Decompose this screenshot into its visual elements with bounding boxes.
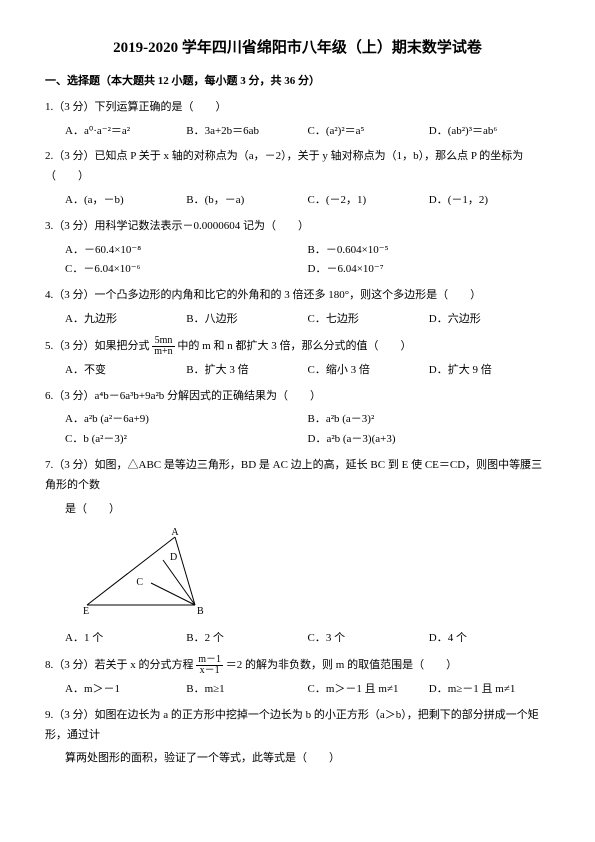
option-c: C．缩小 3 倍 [308, 361, 429, 381]
option-a: A．a²b (a²－6a+9) [65, 410, 308, 430]
option-c: C．m＞－1 且 m≠1 [308, 680, 429, 700]
option-b: B．扩大 3 倍 [186, 361, 307, 381]
option-d: D．a²b (a－3)(a+3) [308, 430, 551, 450]
options: A．(a，－b) B．(b，－a) C．(－2，1) D．(－1，2) [45, 191, 550, 211]
option-b: B．八边形 [186, 310, 307, 330]
q8-pre: 8.（3 分）若关于 x 的分式方程 [45, 659, 196, 671]
question-1: 1.（3 分）下列运算正确的是（ ） A．a⁰·a⁻²＝a² B．3a+2b＝6… [45, 98, 550, 142]
question-9: 9.（3 分）如图在边长为 a 的正方形中挖掉一个边长为 b 的小正方形（a＞b… [45, 706, 550, 769]
label-b: B [197, 606, 204, 617]
triangle-svg: A B C D E [75, 527, 240, 617]
question-text: 2.（3 分）已知点 P 关于 x 轴的对称点为（a，－2），关于 y 轴对称点… [45, 147, 550, 187]
question-text: 9.（3 分）如图在边长为 a 的正方形中挖掉一个边长为 b 的小正方形（a＞b… [45, 706, 550, 746]
option-b: B．－0.604×10⁻⁵ [308, 241, 551, 261]
question-2: 2.（3 分）已知点 P 关于 x 轴的对称点为（a，－2），关于 y 轴对称点… [45, 147, 550, 210]
denominator: m+n [152, 347, 174, 357]
fraction: 5mn m+n [152, 336, 174, 357]
option-a: A．(a，－b) [65, 191, 186, 211]
question-4: 4.（3 分）一个凸多边形的内角和比它的外角和的 3 倍还多 180°，则这个多… [45, 286, 550, 330]
question-7: 7.（3 分）如图，△ABC 是等边三角形，BD 是 AC 边上的高，延长 BC… [45, 456, 550, 649]
options: A．九边形 B．八边形 C．七边形 D．六边形 [45, 310, 550, 330]
q5-pre: 5.（3 分）如果把分式 [45, 340, 152, 352]
option-c: C．3 个 [308, 629, 429, 649]
label-e: E [83, 606, 89, 617]
options: A．－60.4×10⁻⁸ B．－0.604×10⁻⁵ C．－6.04×10⁻⁶ … [45, 241, 550, 281]
option-a: A．－60.4×10⁻⁸ [65, 241, 308, 261]
option-b: B．m≥1 [186, 680, 307, 700]
label-d: D [170, 552, 177, 563]
options: A．a⁰·a⁻²＝a² B．3a+2b＝6ab C．(a²)²＝a⁵ D．(ab… [45, 122, 550, 142]
q8-post: ＝2 的解为非负数，则 m 的取值范围是（ ） [226, 659, 457, 671]
option-b: B．a²b (a－3)² [308, 410, 551, 430]
option-a: A．a⁰·a⁻²＝a² [65, 122, 186, 142]
option-d: D．(－1，2) [429, 191, 550, 211]
label-c: C [136, 577, 143, 588]
options: A．a²b (a²－6a+9) B．a²b (a－3)² C．b (a²－3)²… [45, 410, 550, 450]
option-d: D．－6.04×10⁻⁷ [308, 260, 551, 280]
options: A．不变 B．扩大 3 倍 C．缩小 3 倍 D．扩大 9 倍 [45, 361, 550, 381]
option-c: C．(a²)²＝a⁵ [308, 122, 429, 142]
section-header: 一、选择题（本大题共 12 小题，每小题 3 分，共 36 分） [45, 72, 550, 92]
option-b: B．3a+2b＝6ab [186, 122, 307, 142]
question-text: 6.（3 分）a⁴b－6a³b+9a²b 分解因式的正确结果为（ ） [45, 387, 550, 407]
triangle-figure: A B C D E [75, 527, 550, 625]
option-a: A．1 个 [65, 629, 186, 649]
question-text-cont: 是（ ） [45, 500, 550, 520]
exam-page: 2019-2020 学年四川省绵阳市八年级（上）期末数学试卷 一、选择题（本大题… [0, 0, 595, 805]
option-c: C．b (a²－3)² [65, 430, 308, 450]
page-title: 2019-2020 学年四川省绵阳市八年级（上）期末数学试卷 [45, 35, 550, 62]
question-text: 5.（3 分）如果把分式 5mn m+n 中的 m 和 n 都扩大 3 倍，那么… [45, 336, 550, 357]
options: A．1 个 B．2 个 C．3 个 D．4 个 [45, 629, 550, 649]
question-text-cont: 算两处图形的面积，验证了一个等式，此等式是（ ） [45, 749, 550, 769]
question-5: 5.（3 分）如果把分式 5mn m+n 中的 m 和 n 都扩大 3 倍，那么… [45, 336, 550, 381]
question-8: 8.（3 分）若关于 x 的分式方程 m－1 x－1 ＝2 的解为非负数，则 m… [45, 655, 550, 700]
options: A．m＞－1 B．m≥1 C．m＞－1 且 m≠1 D．m≥－1 且 m≠1 [45, 680, 550, 700]
option-a: A．九边形 [65, 310, 186, 330]
option-b: B．2 个 [186, 629, 307, 649]
option-d: D．4 个 [429, 629, 550, 649]
question-6: 6.（3 分）a⁴b－6a³b+9a²b 分解因式的正确结果为（ ） A．a²b… [45, 387, 550, 450]
question-3: 3.（3 分）用科学记数法表示－0.0000604 记为（ ） A．－60.4×… [45, 217, 550, 280]
q5-post: 中的 m 和 n 都扩大 3 倍，那么分式的值（ ） [177, 340, 411, 352]
question-text: 4.（3 分）一个凸多边形的内角和比它的外角和的 3 倍还多 180°，则这个多… [45, 286, 550, 306]
fraction: m－1 x－1 [196, 655, 223, 676]
option-c: C．(－2，1) [308, 191, 429, 211]
option-a: A．不变 [65, 361, 186, 381]
option-d: D．扩大 9 倍 [429, 361, 550, 381]
option-d: D．(ab²)³＝ab⁶ [429, 122, 550, 142]
question-text: 8.（3 分）若关于 x 的分式方程 m－1 x－1 ＝2 的解为非负数，则 m… [45, 655, 550, 676]
question-text: 7.（3 分）如图，△ABC 是等边三角形，BD 是 AC 边上的高，延长 BC… [45, 456, 550, 496]
option-d: D．六边形 [429, 310, 550, 330]
denominator: x－1 [196, 666, 223, 676]
option-c: C．－6.04×10⁻⁶ [65, 260, 308, 280]
label-a: A [171, 527, 179, 538]
question-text: 3.（3 分）用科学记数法表示－0.0000604 记为（ ） [45, 217, 550, 237]
question-text: 1.（3 分）下列运算正确的是（ ） [45, 98, 550, 118]
option-b: B．(b，－a) [186, 191, 307, 211]
option-d: D．m≥－1 且 m≠1 [429, 680, 550, 700]
option-c: C．七边形 [308, 310, 429, 330]
option-a: A．m＞－1 [65, 680, 186, 700]
